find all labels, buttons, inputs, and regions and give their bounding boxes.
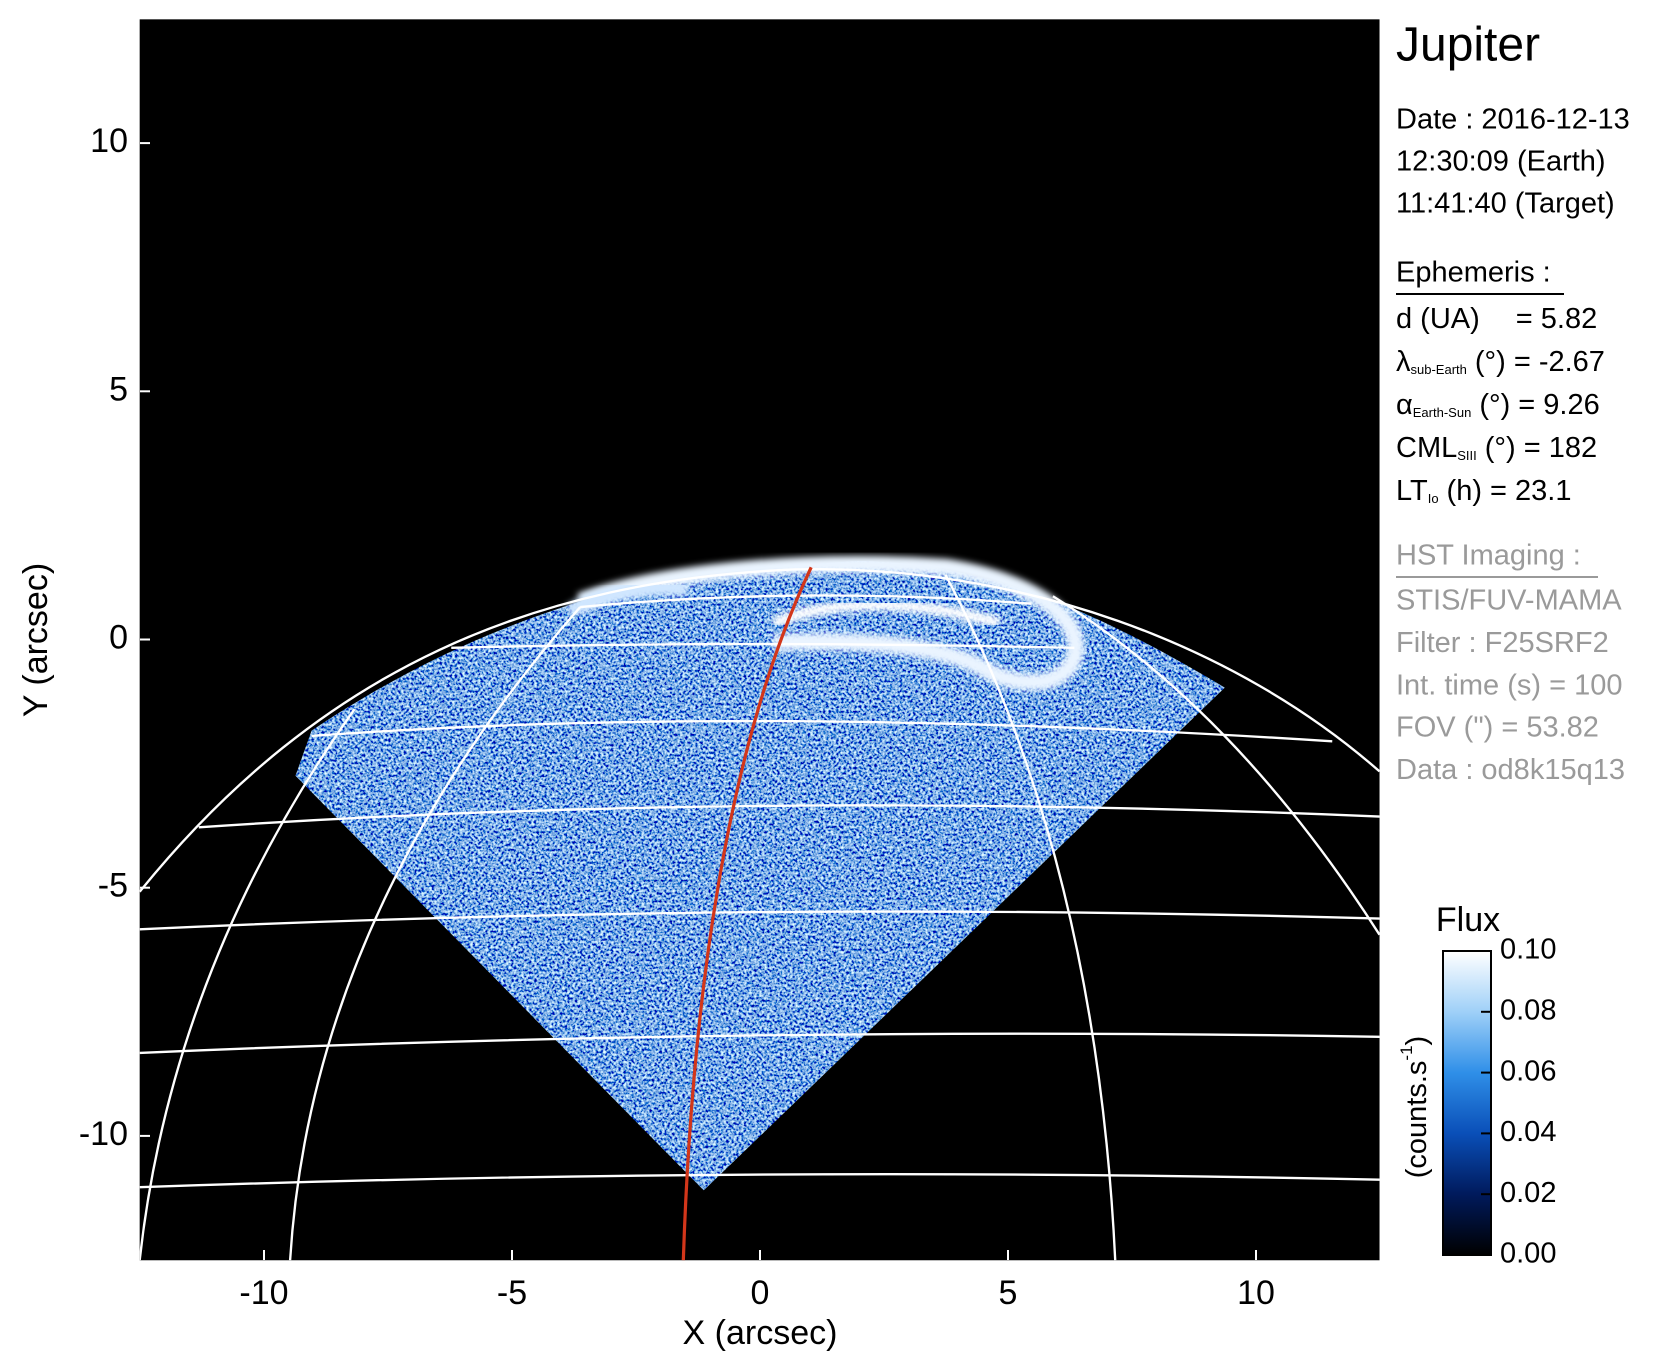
date-line: 12:30:09 (Earth) [1396,146,1606,178]
y-tick-label: -10 [79,1115,128,1153]
colorbar-tick-label: 0.00 [1500,1238,1556,1270]
y-tick-label: 10 [90,122,128,160]
colorbar-tick-label: 0.04 [1500,1116,1556,1148]
colorbar-tick-label: 0.06 [1500,1055,1556,1087]
colorbar-tick-label: 0.08 [1500,994,1556,1026]
section-heading: Ephemeris : [1396,257,1551,289]
ephemeris-subscript: Earth-Sun [1413,405,1472,420]
x-tick-label: 0 [751,1274,770,1312]
ephemeris-row: CMLSIII (°) = 182 [1396,432,1597,464]
ephemeris-subscript: SIII [1457,448,1477,463]
latitude-line [311,719,1333,743]
section-heading: HST Imaging : [1396,540,1581,572]
date-line: 11:41:40 (Target) [1396,188,1615,220]
ephemeris-symbol: d (UA) [1396,303,1480,335]
ephemeris-value: = 5.82 [1516,303,1597,335]
imaging-row: STIS/FUV-MAMA [1396,585,1622,617]
ephemeris-symbol: CML [1396,432,1457,464]
colorbar [1442,950,1492,1256]
ephemeris-row: d (UA) = 5.82 [1396,303,1597,335]
ephemeris-subscript: Io [1428,491,1439,506]
x-tick-label: -10 [239,1274,288,1312]
imaging-row: FOV (") = 53.82 [1396,712,1599,744]
ephemeris-symbol: λ [1396,346,1411,378]
latitude-line [198,804,1380,829]
latitude-line [139,910,1380,931]
ephemeris-value: (°) = -2.67 [1475,346,1605,378]
inner-emission [771,599,1001,629]
x-axis-title: X (arcsec) [683,1314,838,1352]
y-tick-label: -5 [98,867,128,905]
image-layer [139,19,1380,1261]
x-tick-label: 10 [1237,1274,1275,1312]
imaging-row: Filter : F25SRF2 [1396,627,1609,659]
ephemeris-value: (h) = 23.1 [1447,475,1572,507]
meridian [1052,595,1380,936]
ephemeris-symbol: α [1396,389,1413,421]
y-tick-label: 0 [109,618,128,656]
meridian [944,574,1117,1261]
aurora [139,555,1380,1261]
ephemeris-row: LTIo (h) = 23.1 [1396,475,1571,507]
central-meridian [681,566,813,1261]
ephemeris-value: (°) = 182 [1485,432,1597,464]
latitude-line [139,1032,1380,1055]
ephemeris-subscript: sub-Earth [1411,362,1467,377]
colorbar-label: (counts.s-1) [1397,1036,1432,1178]
y-axis-title: Y (arcsec) [17,563,55,717]
meridian [288,606,582,1261]
imaging-row: Data : od8k15q13 [1396,754,1625,786]
limb [139,568,1380,893]
colorbar-tick-label: 0.02 [1500,1177,1556,1209]
main-oval [577,555,1085,691]
colorbar-tick-label: 0.10 [1500,934,1556,966]
imaging-row: Int. time (s) = 100 [1396,669,1622,701]
ephemeris-row: αEarth-Sun (°) = 9.26 [1396,389,1600,421]
date-line: Date : 2016-12-13 [1396,104,1630,136]
colorbar-title: Flux [1436,901,1500,939]
latitude-line [139,1173,1380,1189]
ephemeris-value: (°) = 9.26 [1479,389,1599,421]
latitude-line [580,594,1032,609]
ephemeris-symbol: LT [1396,475,1428,507]
y-tick-label: 5 [109,370,128,408]
latitude-line [451,642,1075,650]
x-tick-label: 5 [999,1274,1018,1312]
meridian [139,708,356,1261]
x-tick-label: -5 [497,1274,527,1312]
panel-title: Jupiter [1396,19,1540,72]
ephemeris-row: λsub-Earth (°) = -2.67 [1396,346,1605,378]
